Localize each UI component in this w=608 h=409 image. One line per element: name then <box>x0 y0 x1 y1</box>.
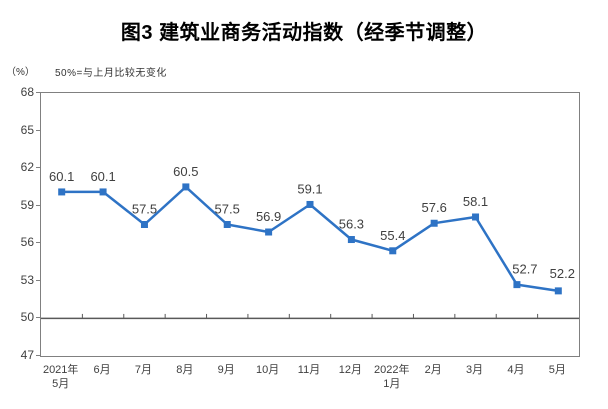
y-tick-label: 47 <box>20 348 34 362</box>
data-point-label: 57.5 <box>132 202 157 217</box>
data-point-label: 58.1 <box>463 194 488 209</box>
y-tick-mark <box>36 279 40 281</box>
data-point-marker <box>265 228 273 236</box>
data-point-marker <box>99 188 107 196</box>
data-point-marker <box>140 221 148 228</box>
y-tick-label: 65 <box>20 122 34 137</box>
data-point-marker <box>306 200 314 208</box>
data-point-label: 56.3 <box>339 217 364 232</box>
y-tick-mark <box>36 129 40 131</box>
x-tick-label: 8月 <box>176 364 194 376</box>
data-point-label: 60.1 <box>49 169 74 184</box>
data-point-marker <box>58 188 66 196</box>
data-point-label: 60.5 <box>173 164 198 179</box>
x-tick-label: 4月 <box>507 364 525 376</box>
chart-title: 图3 建筑业商务活动指数（经季节调整） <box>120 22 488 44</box>
data-point-label: 60.1 <box>90 169 115 184</box>
y-tick-mark <box>36 242 40 244</box>
data-point-label: 55.4 <box>380 228 405 243</box>
y-tick-label: 56 <box>20 235 34 250</box>
data-point-label: 59.1 <box>297 182 322 197</box>
data-point-label: 52.7 <box>512 262 537 277</box>
x-tick-label: 2021年 5月 <box>42 364 79 390</box>
y-tick-label: 59 <box>20 197 34 212</box>
y-tick-label: 68 <box>20 85 34 99</box>
y-tick-label: 53 <box>20 272 34 287</box>
data-point-marker <box>182 183 190 191</box>
y-tick-mark <box>36 317 40 319</box>
reference-note: 50%=与上月比较无变化 <box>55 68 167 79</box>
y-tick-label: 50 <box>20 310 34 325</box>
x-tick-label: 7月 <box>134 364 153 376</box>
data-point-marker <box>389 247 397 255</box>
x-tick-label: 10月 <box>255 364 280 376</box>
y-axis-unit-label: （%） <box>6 67 35 78</box>
y-tick-label: 62 <box>20 160 34 175</box>
x-tick-label: 12月 <box>338 364 362 376</box>
x-tick-label: 6月 <box>93 364 111 376</box>
data-point-label: 57.5 <box>215 202 240 217</box>
data-point-marker <box>223 221 231 228</box>
data-point-label: 52.2 <box>550 266 575 281</box>
plot-area: 60.1 60.1 57.5 60.5 57.5 56.9 59.1 56.3 55.4 57.6… <box>40 92 580 357</box>
y-tick-mark <box>36 167 40 169</box>
data-point-marker <box>513 281 521 289</box>
y-tick-mark <box>36 355 40 356</box>
data-point-marker <box>347 236 355 244</box>
x-tick-label: 5月 <box>548 364 566 376</box>
data-point-marker <box>430 219 438 227</box>
data-point-label: 56.9 <box>256 209 281 224</box>
data-point-marker <box>554 287 562 295</box>
x-tick-label: 2月 <box>424 364 442 376</box>
x-tick-label: 9月 <box>217 364 235 376</box>
x-tick-label: 2022年 1月 <box>374 364 410 390</box>
line-series-svg: 60.1 60.1 57.5 60.5 57.5 56.9 59.1 56.3 55.4 57.6… <box>41 164 579 320</box>
y-tick-mark <box>36 92 40 93</box>
data-point-label: 57.6 <box>422 200 447 215</box>
x-tick-label: 11月 <box>297 364 321 376</box>
x-tick-label: 3月 <box>465 364 484 376</box>
y-tick-mark <box>36 204 40 206</box>
data-point-marker <box>472 213 480 221</box>
